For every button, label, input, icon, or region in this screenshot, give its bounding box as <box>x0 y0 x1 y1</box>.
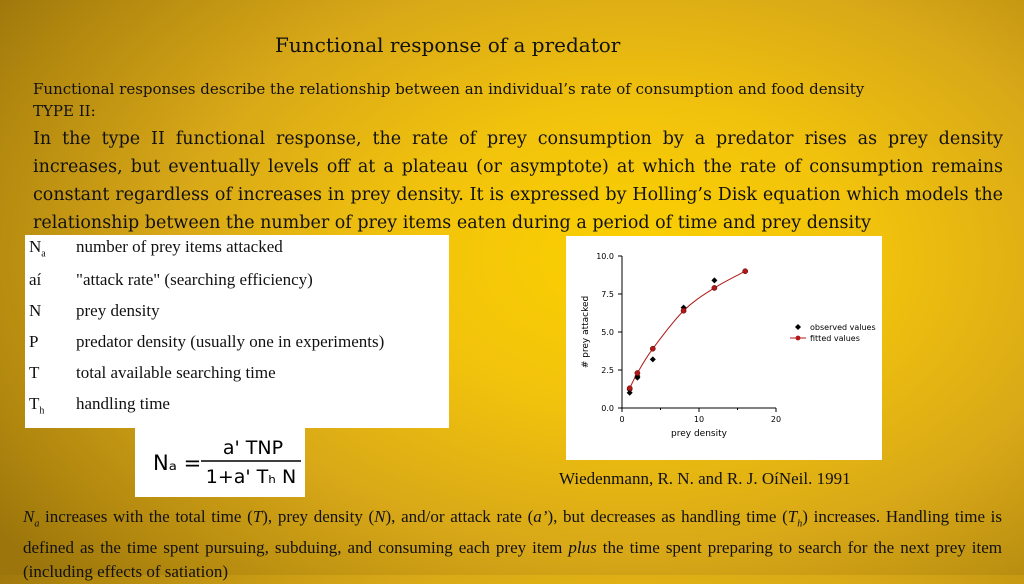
variable-table: Na number of prey items attacked aí "att… <box>25 235 449 428</box>
legend-observed-label: observed values <box>810 323 876 332</box>
variable-description: handling time <box>76 394 170 413</box>
prey-attacked-chart: 0.0 2.5 5.0 7.5 10.0 0 10 20 prey density # prey … <box>581 252 876 439</box>
equation-denominator: 1+a' Tₕ N <box>206 466 296 488</box>
observed-point <box>649 356 656 363</box>
y-axis-label: # prey attacked <box>581 296 591 369</box>
variable-symbol: N <box>29 301 42 320</box>
x-tick-label: 20 <box>771 415 781 424</box>
variable-symbol: T <box>29 363 40 382</box>
chart-panel: 0.0 2.5 5.0 7.5 10.0 0 10 20 prey density # prey … <box>566 236 882 460</box>
variable-description: "attack rate" (searching efficiency) <box>76 270 313 289</box>
observed-point <box>626 389 633 396</box>
y-tick-label: 7.5 <box>601 290 614 299</box>
variable-symbol: aí <box>29 270 42 289</box>
variable-description: total available searching time <box>76 363 276 382</box>
variable-symbol: Th <box>29 394 45 417</box>
bottom-paragraph: Na increases with the total time (T), pr… <box>23 507 1002 582</box>
variable-description: predator density (usually one in experim… <box>76 332 385 351</box>
citation: Wiedenmann, R. N. and R. J. OíNeil. 1991 <box>559 469 851 488</box>
legend-fitted-label: fitted values <box>810 334 860 343</box>
legend-observed-marker <box>795 324 801 330</box>
th-symbol: Th <box>787 507 803 530</box>
slide-title: Functional response of a predator <box>275 33 621 57</box>
equation-numerator: a' TNP <box>223 437 283 459</box>
na-symbol: Na <box>23 507 40 530</box>
y-tick-label: 5.0 <box>601 328 614 337</box>
fitted-curve <box>629 270 746 389</box>
x-axis-label: prey density <box>671 429 728 439</box>
holling-disk-equation: Nₐ = a' TNP 1+a' Tₕ N <box>135 427 305 497</box>
y-tick-label: 0.0 <box>601 404 614 413</box>
fitted-point <box>634 370 641 376</box>
type-label: TYPE II: <box>33 102 96 120</box>
observed-point <box>711 277 718 284</box>
y-tick-label: 2.5 <box>601 366 614 375</box>
fitted-point <box>626 385 633 392</box>
fitted-point <box>680 307 687 314</box>
variable-description: prey density <box>76 301 160 320</box>
fitted-point <box>649 345 656 352</box>
legend-fitted-marker <box>795 335 801 341</box>
type2-paragraph: In the type II functional response, the … <box>33 129 1003 233</box>
variable-description: number of prey items attacked <box>76 237 283 256</box>
x-tick-label: 10 <box>694 415 704 424</box>
equation-graphic: Nₐ = a' TNP 1+a' Tₕ N <box>153 437 301 488</box>
equation-lhs: Nₐ = <box>153 451 201 475</box>
y-tick-label: 10.0 <box>596 252 614 261</box>
slide-subtitle: Functional responses describe the relati… <box>33 80 865 98</box>
variable-symbol: Na <box>29 237 46 260</box>
fitted-point <box>742 268 749 275</box>
variable-symbol: P <box>29 332 39 351</box>
x-tick-label: 0 <box>619 415 624 424</box>
fitted-point <box>711 285 718 291</box>
